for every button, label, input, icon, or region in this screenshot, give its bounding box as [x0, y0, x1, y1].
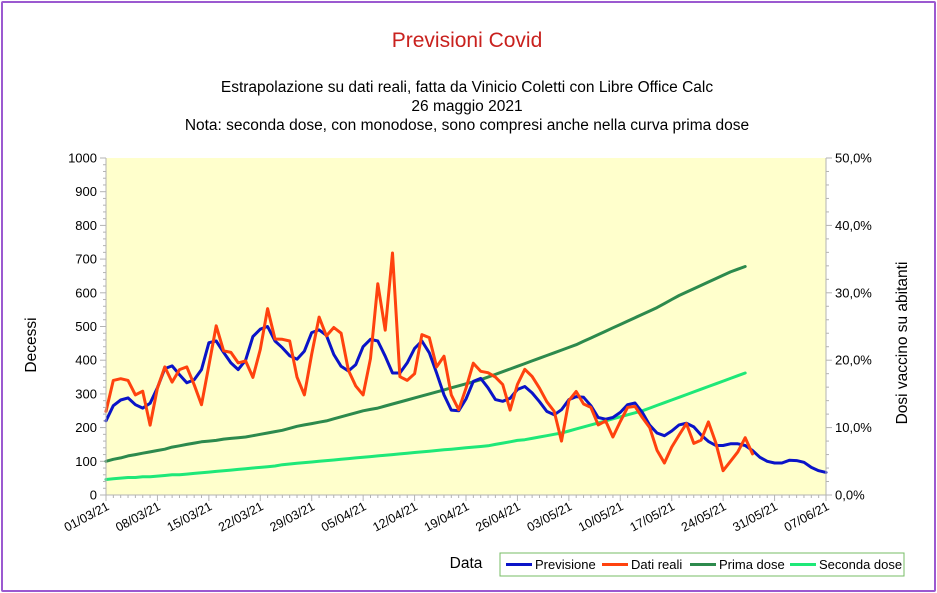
legend-label: Previsione	[535, 557, 596, 572]
x-tick-label: 22/03/21	[216, 499, 266, 534]
series-layer	[104, 251, 828, 481]
chart-subtitle-line-2: 26 maggio 2021	[411, 98, 522, 115]
y-tick-label: 900	[75, 184, 97, 199]
y-axis-left: 0 100 200 300 400 500 600 700 800 900 1000	[68, 151, 106, 503]
y-axis-label: Decessi	[23, 317, 40, 372]
x-axis: 01/03/21 08/03/21 15/03/21 22/03/21 29/03/21…	[62, 495, 832, 534]
legend-label: Prima dose	[719, 557, 785, 572]
y2-tick-label: 40,0%	[835, 218, 872, 233]
legend-label: Dati reali	[631, 557, 682, 572]
series-line-prima-dose	[104, 265, 747, 463]
series-line-previsione	[104, 325, 828, 474]
x-tick-label: 29/03/21	[268, 499, 318, 534]
x-tick-label: 05/04/21	[319, 499, 369, 534]
x-tick-label: 24/05/21	[679, 499, 729, 534]
y-tick-label: 800	[75, 218, 97, 233]
y-tick-label: 1000	[68, 151, 97, 166]
y2-tick-label: 20,0%	[835, 353, 872, 368]
x-tick-label: 31/05/21	[730, 499, 780, 534]
chart-subtitle-line-1: Estrapolazione su dati reali, fatta da V…	[221, 79, 713, 96]
chart-title: Previsioni Covid	[392, 29, 543, 52]
x-tick-label: 17/05/21	[628, 499, 678, 534]
legend: Previsione Dati reali Prima dose Seconda do…	[499, 552, 905, 577]
x-tick-label: 26/04/21	[473, 499, 523, 534]
x-tick-label: 19/04/21	[422, 499, 472, 534]
x-tick-label: 08/03/21	[113, 499, 163, 534]
y2-tick-label: 50,0%	[835, 151, 872, 166]
y-tick-label: 200	[75, 420, 97, 435]
x-tick-label: 15/03/21	[165, 499, 215, 534]
y2-tick-label: 10,0%	[835, 420, 872, 435]
y-tick-label: 700	[75, 252, 97, 267]
y-axis-right: 0,0% 10,0% 20,0% 30,0% 40,0% 50,0%	[826, 151, 872, 503]
x-axis-label: Data	[450, 555, 483, 572]
y2-axis-label: Dosi vaccino su abitanti	[894, 262, 911, 425]
y-tick-label: 300	[75, 386, 97, 401]
y2-tick-label: 30,0%	[835, 285, 872, 300]
x-tick-label: 10/05/21	[576, 499, 626, 534]
x-tick-label: 12/04/21	[370, 499, 420, 534]
y-tick-label: 600	[75, 285, 97, 300]
x-tick-label: 01/03/21	[62, 499, 112, 534]
x-tick-label: 03/05/21	[525, 499, 575, 534]
y2-tick-label: 0,0%	[835, 488, 865, 503]
y-tick-label: 100	[75, 454, 97, 469]
y-tick-label: 400	[75, 353, 97, 368]
chart-subtitle-line-3: Nota: seconda dose, con monodose, sono c…	[185, 117, 749, 134]
series-line-dati-reali	[104, 251, 754, 473]
legend-label: Seconda dose	[819, 557, 902, 572]
y-tick-label: 0	[90, 488, 97, 503]
y-tick-label: 500	[75, 319, 97, 334]
x-tick-label: 07/06/21	[782, 499, 832, 534]
